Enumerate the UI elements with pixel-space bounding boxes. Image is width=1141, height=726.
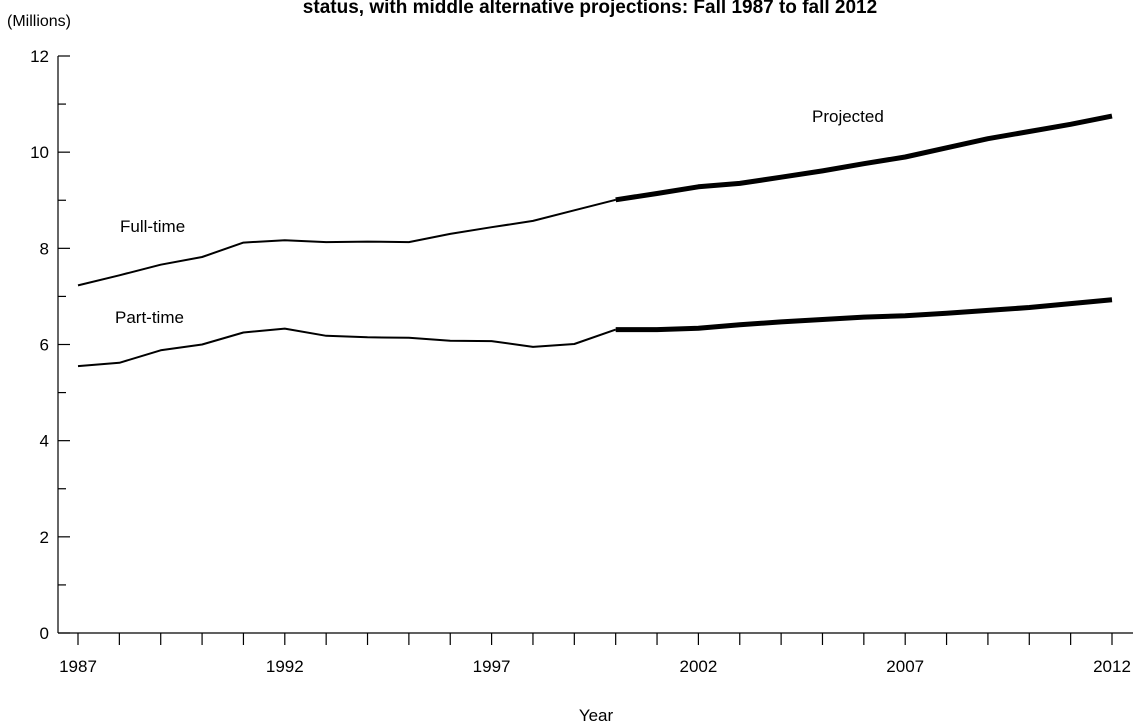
y-unit-label: (Millions) — [7, 13, 71, 30]
x-tick-label: 2002 — [679, 657, 717, 676]
y-tick-label: 6 — [40, 336, 49, 355]
part-timeprojected-line — [615, 297, 1113, 333]
part-time-label: Part-time — [115, 308, 184, 327]
x-tick-label: 2012 — [1093, 657, 1131, 676]
x-axis-label: Year — [579, 706, 614, 725]
x-tick-label: 2007 — [886, 657, 924, 676]
y-tick-label: 12 — [30, 47, 49, 66]
y-tick-label: 2 — [40, 528, 49, 547]
series-lines — [77, 113, 1113, 368]
y-tick-label: 0 — [40, 624, 49, 643]
full-timehistorical-line — [77, 198, 616, 287]
chart-title: status, with middle alternative projecti… — [303, 0, 877, 18]
full-timeprojected-line — [615, 113, 1113, 203]
full-time-label: Full-time — [120, 217, 185, 236]
y-axis-ticks: 0 2 4 6 8 10 12 — [30, 47, 70, 643]
y-tick-label: 4 — [40, 432, 49, 451]
y-tick-label: 8 — [40, 239, 49, 258]
x-tick-label: 1992 — [266, 657, 304, 676]
x-axis-ticks: 1987 1992 1997 2002 2007 2012 — [59, 633, 1131, 676]
x-tick-label: 1997 — [473, 657, 511, 676]
part-timehistorical-line — [77, 327, 617, 368]
y-tick-label: 10 — [30, 143, 49, 162]
projected-label: Projected — [812, 107, 884, 126]
x-tick-label: 1987 — [59, 657, 97, 676]
